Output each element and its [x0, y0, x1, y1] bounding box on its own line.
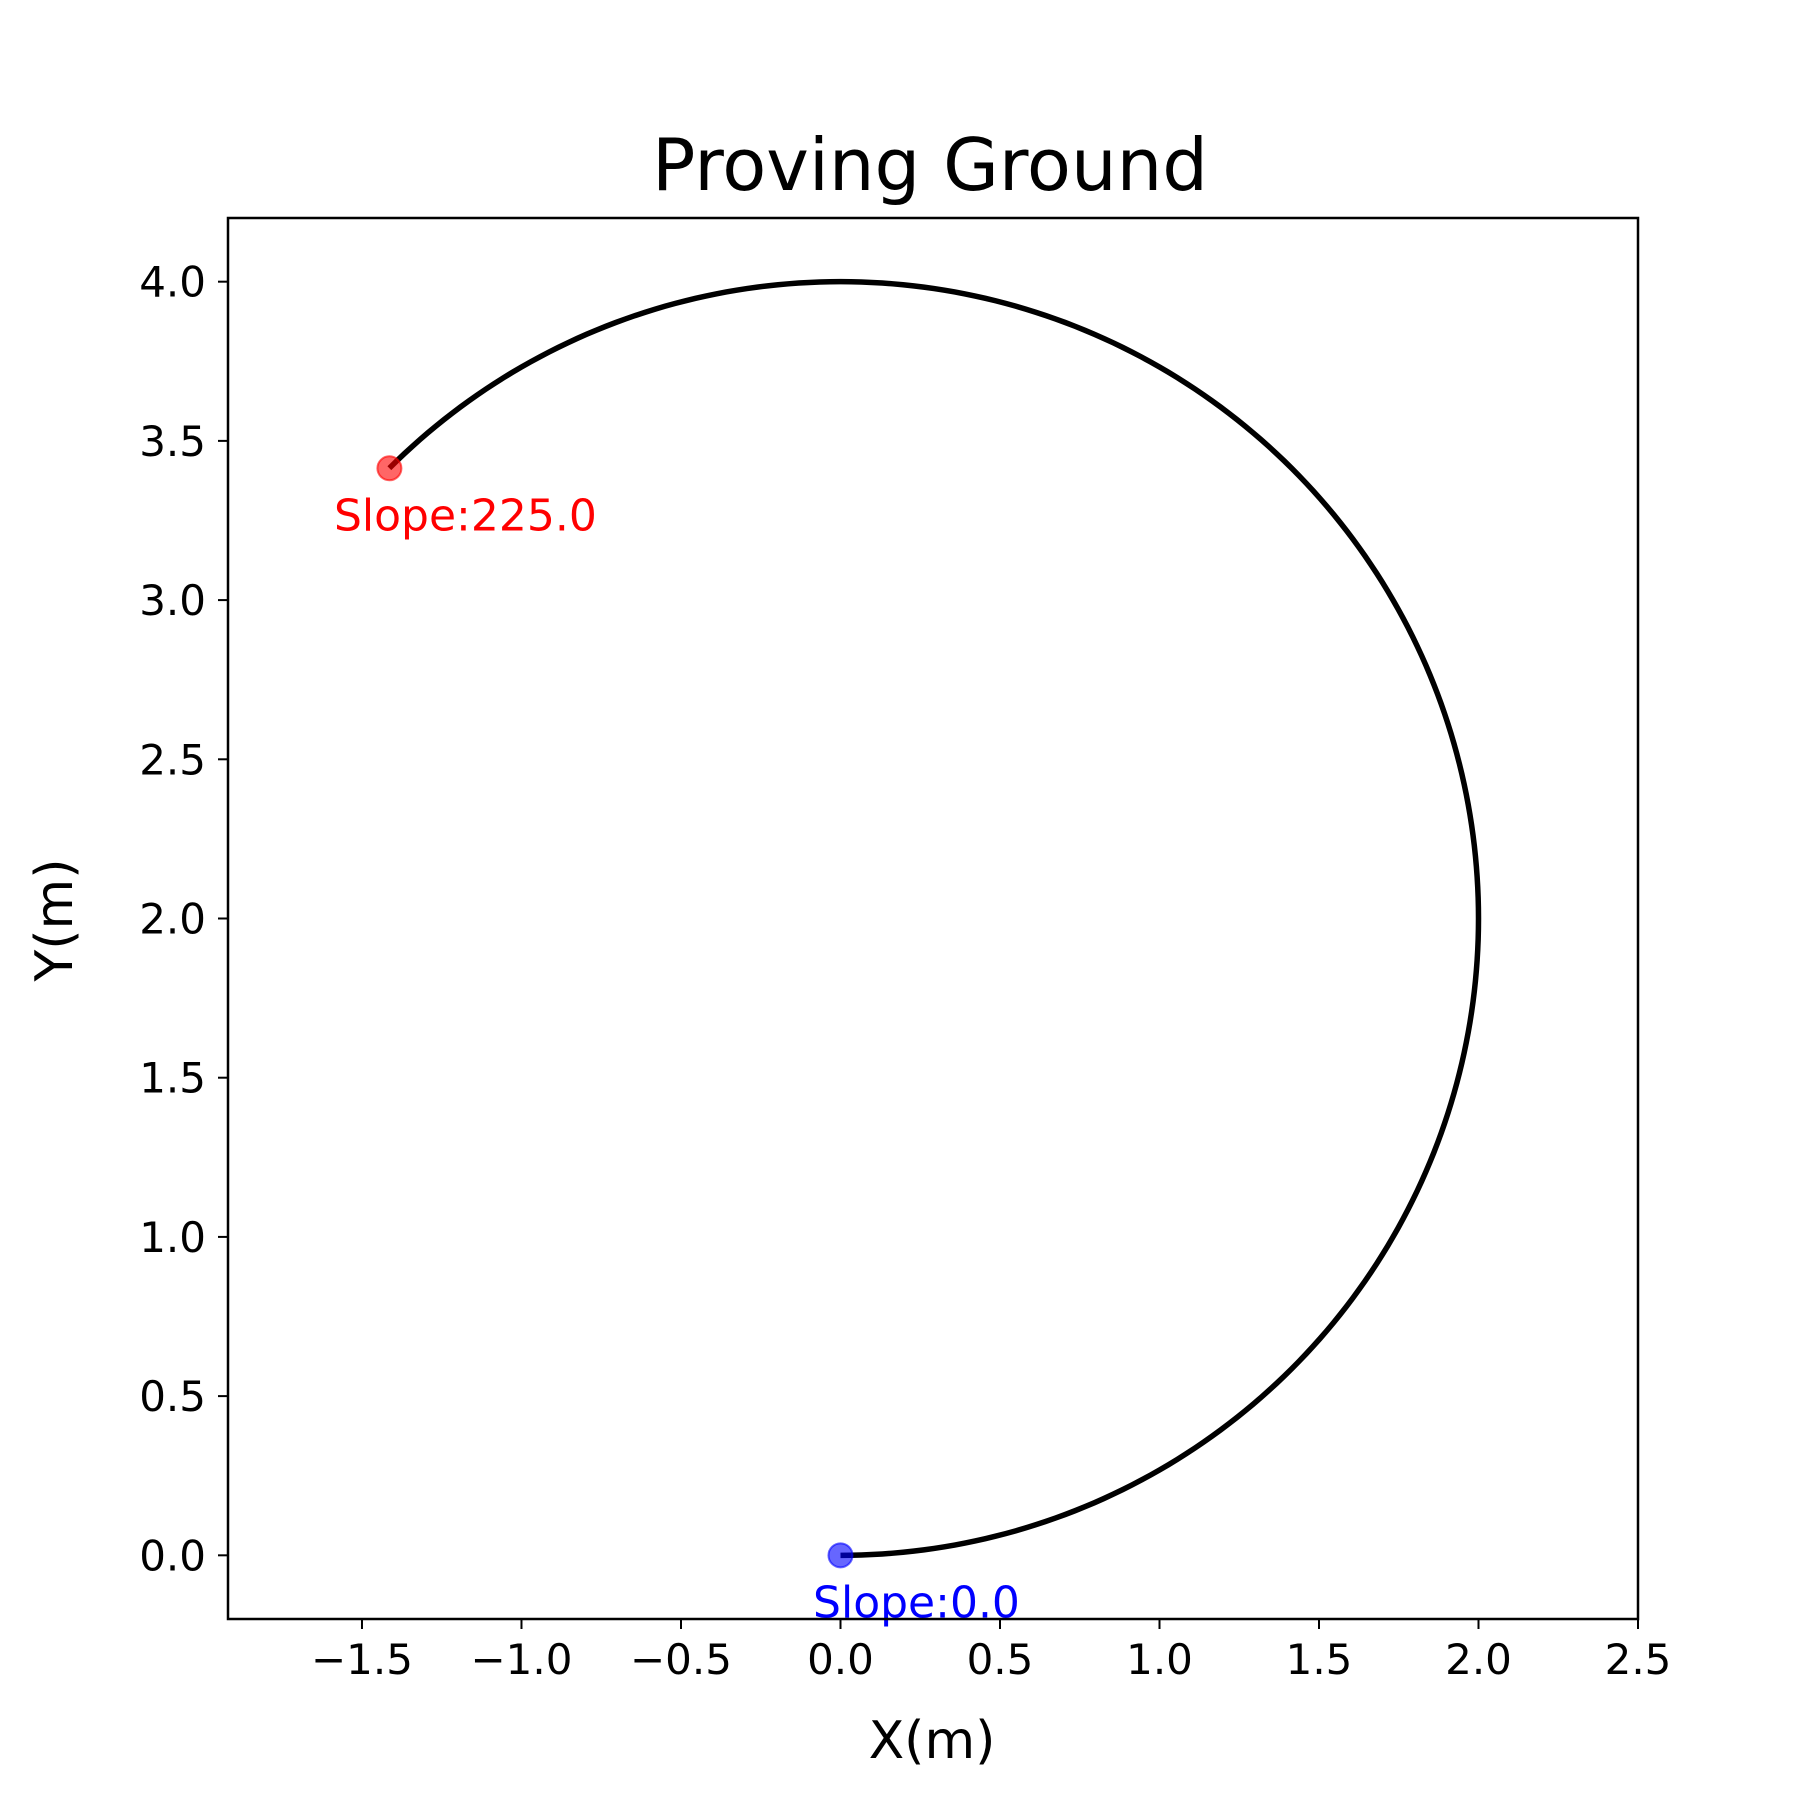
- chart-title: Proving Ground: [652, 123, 1208, 207]
- slope-label: Slope:225.0: [334, 490, 597, 541]
- y-tick-label: 2.0: [139, 895, 206, 944]
- slope-label: Slope:0.0: [813, 1577, 1020, 1628]
- x-tick-label: −1.0: [470, 1635, 572, 1684]
- x-tick-label: 2.5: [1605, 1635, 1672, 1684]
- endpoint-marker: [376, 455, 403, 482]
- y-axis: 0.0 0.5 1.0 1.5 2.0 2.5 3.0 3.5 4.0: [139, 258, 228, 1580]
- y-tick-label: 3.5: [139, 417, 206, 466]
- x-tick-label: 0.0: [807, 1635, 874, 1684]
- x-axis: −1.5 −1.0 −0.5 0.0 0.5 1.0 1.5 2.0 2.5: [311, 1619, 1671, 1684]
- y-tick-label: 0.0: [139, 1531, 206, 1580]
- x-tick-label: −1.5: [311, 1635, 413, 1684]
- x-tick-label: 1.5: [1286, 1635, 1353, 1684]
- x-tick-label: −0.5: [630, 1635, 732, 1684]
- y-tick-label: 1.5: [139, 1054, 206, 1103]
- y-tick-label: 1.0: [139, 1213, 206, 1262]
- y-tick-label: 2.5: [139, 735, 206, 784]
- x-tick-label: 2.0: [1445, 1635, 1512, 1684]
- x-axis-title: X(m): [869, 1711, 996, 1771]
- y-tick-label: 0.5: [139, 1372, 206, 1421]
- trajectory-line: [387, 278, 1482, 1559]
- x-tick-label: 0.5: [967, 1635, 1034, 1684]
- y-axis-title: Y(m): [25, 859, 85, 983]
- y-tick-label: 4.0: [139, 258, 206, 307]
- x-tick-label: 1.0: [1126, 1635, 1193, 1684]
- y-tick-label: 3.0: [139, 576, 206, 625]
- endpoint-marker: [827, 1542, 854, 1569]
